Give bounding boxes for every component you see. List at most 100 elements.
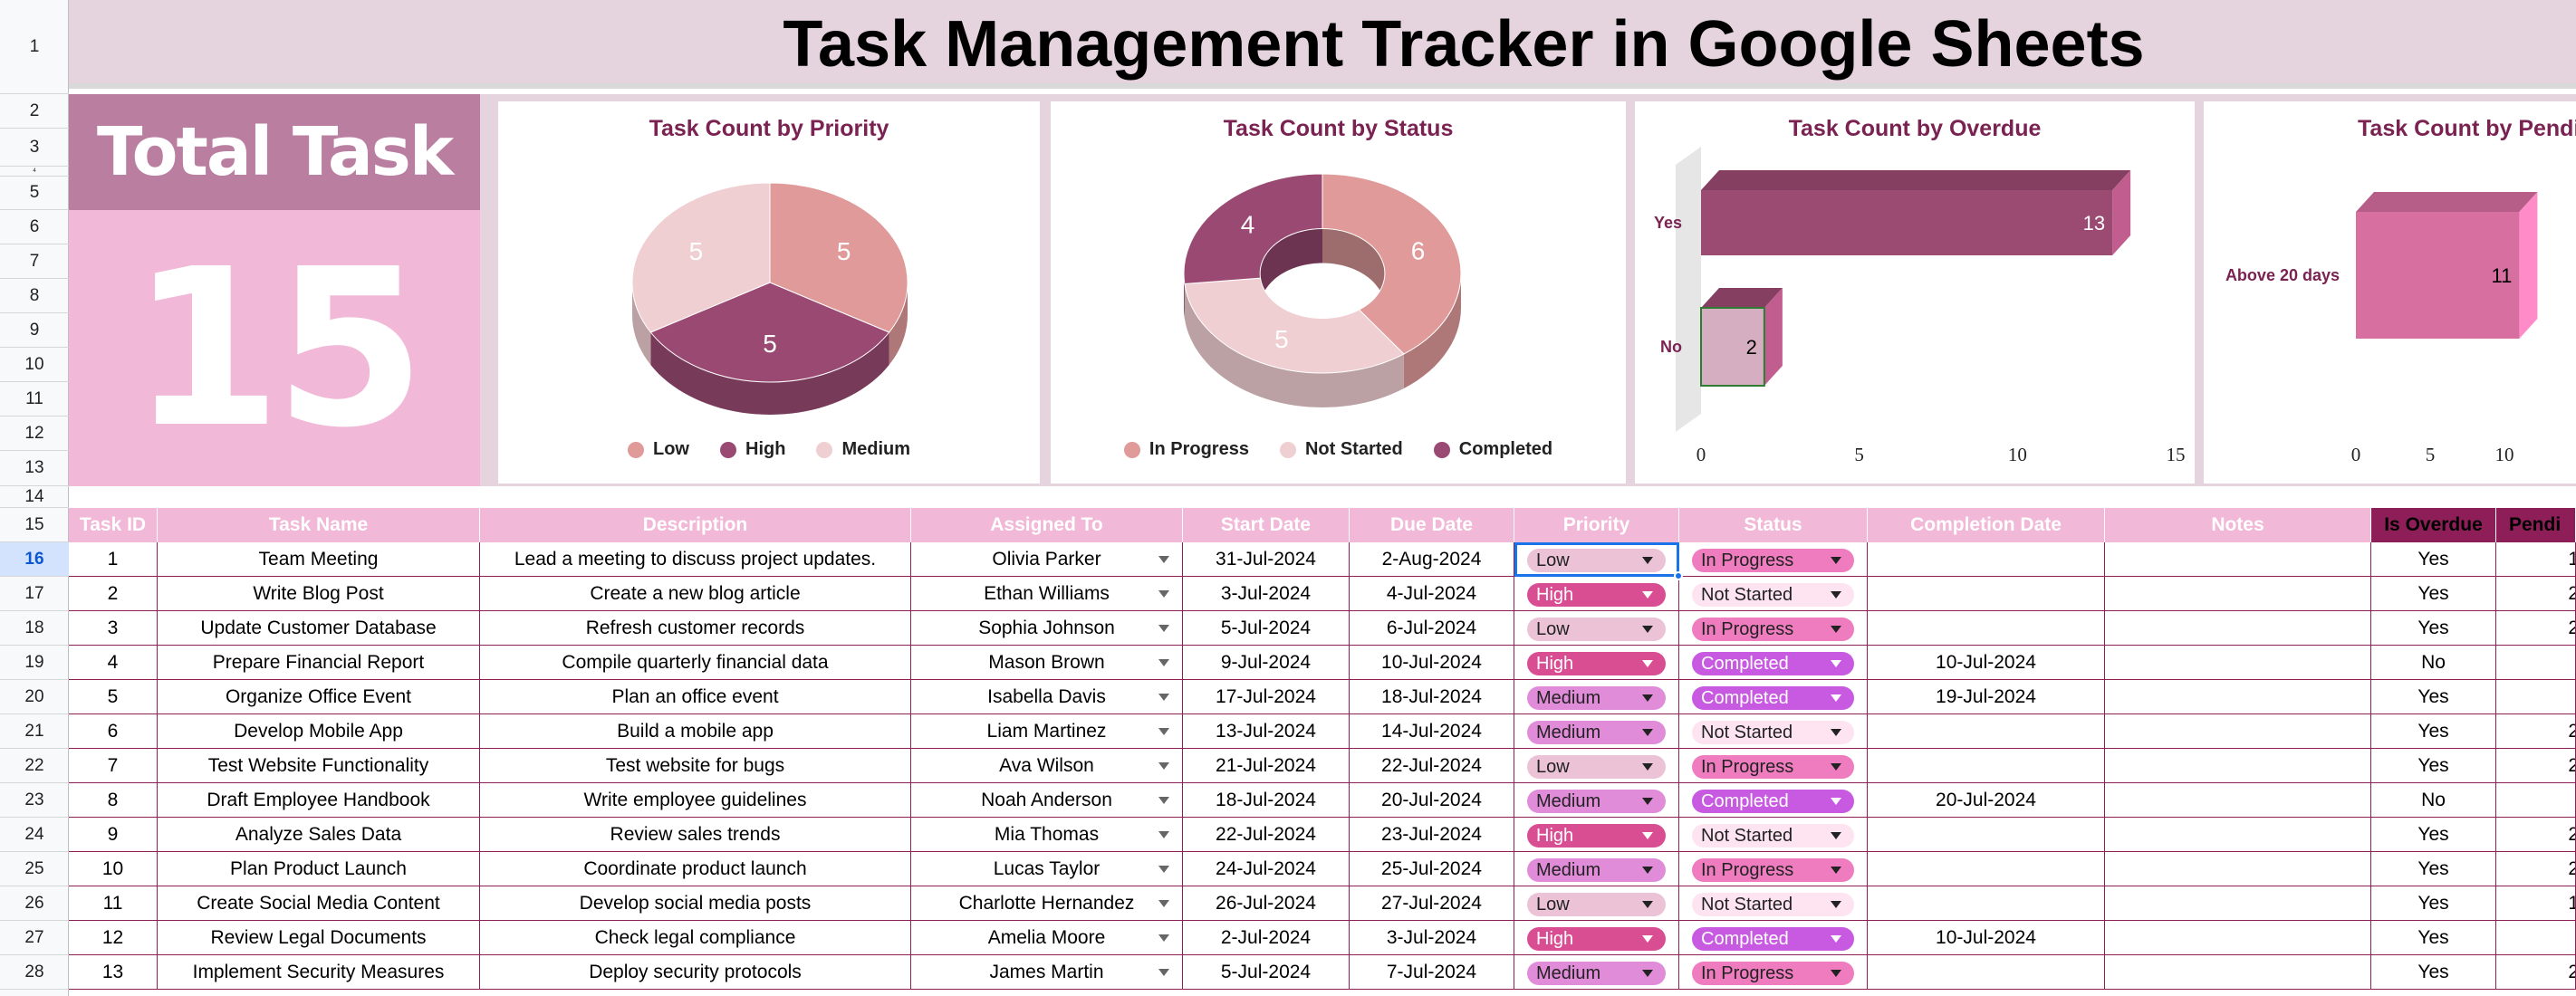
priority-chip[interactable]: High [1527, 927, 1666, 951]
cell-completion-date[interactable] [1868, 714, 2105, 749]
cell-priority[interactable]: Low [1514, 749, 1679, 783]
row-number-6[interactable]: 6 [0, 210, 69, 244]
cell-priority[interactable]: Medium [1514, 852, 1679, 886]
cell-assigned-to[interactable]: Liam Martinez [911, 714, 1183, 749]
cell-assigned-to[interactable]: Amelia Moore [911, 921, 1183, 955]
cell-task-name[interactable]: Prepare Financial Report [158, 646, 480, 680]
cell-description[interactable]: Lead a meeting to discuss project update… [480, 542, 911, 577]
column-header-due-date[interactable]: Due Date [1350, 508, 1514, 542]
cell-description[interactable]: Plan an office event [480, 680, 911, 714]
cell-pending[interactable] [2496, 680, 2576, 714]
cell-task-id[interactable]: 12 [69, 921, 158, 955]
cell-completion-date[interactable] [1868, 577, 2105, 611]
cell-status[interactable]: In Progress [1679, 749, 1868, 783]
dropdown-arrow-icon[interactable] [1158, 728, 1169, 735]
cell-task-name[interactable]: Develop Mobile App [158, 714, 480, 749]
cell-start-date[interactable]: 26-Jul-2024 [1183, 886, 1350, 921]
cell-task-id[interactable]: 7 [69, 749, 158, 783]
cell-assigned-to[interactable]: Noah Anderson [911, 783, 1183, 818]
cell-completion-date[interactable] [1868, 611, 2105, 646]
dropdown-arrow-icon[interactable] [1642, 557, 1653, 564]
cell-pending[interactable]: 2 [2496, 714, 2576, 749]
dropdown-arrow-icon[interactable] [1158, 900, 1169, 907]
priority-chip[interactable]: Low [1527, 893, 1666, 916]
status-chip[interactable]: In Progress [1692, 549, 1854, 572]
cell-pending[interactable]: 1 [2496, 886, 2576, 921]
cell-task-name[interactable]: Update Customer Database [158, 611, 480, 646]
cell-due-date[interactable]: 2-Aug-2024 [1350, 542, 1514, 577]
dropdown-arrow-icon[interactable] [1831, 763, 1841, 771]
cell-task-name[interactable]: Review Legal Documents [158, 921, 480, 955]
status-chip[interactable]: In Progress [1692, 858, 1854, 882]
status-chip[interactable]: Completed [1692, 790, 1854, 813]
dropdown-arrow-icon[interactable] [1158, 762, 1169, 770]
column-header-status[interactable]: Status [1679, 508, 1868, 542]
selection-fill-handle[interactable] [1674, 571, 1683, 580]
priority-chip[interactable]: High [1527, 652, 1666, 675]
dropdown-arrow-icon[interactable] [1158, 659, 1169, 666]
dropdown-arrow-icon[interactable] [1642, 901, 1653, 908]
cell-due-date[interactable]: 20-Jul-2024 [1350, 783, 1514, 818]
cell-task-id[interactable]: 5 [69, 680, 158, 714]
cell-assigned-to[interactable]: Isabella Davis [911, 680, 1183, 714]
cell-priority[interactable]: High [1514, 818, 1679, 852]
chart-pending[interactable]: Task Count by Pendi 11 Above 20 days 0 5 10 [2204, 101, 2576, 484]
cell-notes[interactable] [2105, 577, 2371, 611]
cell-task-name[interactable]: Plan Product Launch [158, 852, 480, 886]
dropdown-arrow-icon[interactable] [1831, 557, 1841, 564]
priority-chip[interactable]: Medium [1527, 962, 1666, 985]
row-number-18[interactable]: 18 [0, 611, 69, 646]
cell-start-date[interactable]: 5-Jul-2024 [1183, 955, 1350, 990]
dropdown-arrow-icon[interactable] [1158, 625, 1169, 632]
column-header-is-overdue[interactable]: Is Overdue [2371, 508, 2496, 542]
cell-assigned-to[interactable]: Ethan Williams [911, 577, 1183, 611]
cell-completion-date[interactable] [1868, 818, 2105, 852]
cell-is-overdue[interactable]: Yes [2371, 749, 2496, 783]
cell-pending[interactable]: 2 [2496, 818, 2576, 852]
cell-pending[interactable]: 2 [2496, 611, 2576, 646]
cell-assigned-to[interactable]: James Martin [911, 955, 1183, 990]
cell-is-overdue[interactable]: Yes [2371, 852, 2496, 886]
cell-status[interactable]: Not Started [1679, 577, 1868, 611]
cell-notes[interactable] [2105, 646, 2371, 680]
cell-start-date[interactable]: 31-Jul-2024 [1183, 542, 1350, 577]
row-number-17[interactable]: 17 [0, 577, 69, 611]
cell-assigned-to[interactable]: Mason Brown [911, 646, 1183, 680]
cell-status[interactable]: Completed [1679, 646, 1868, 680]
dropdown-arrow-icon[interactable] [1158, 969, 1169, 976]
cell-notes[interactable] [2105, 852, 2371, 886]
priority-chip[interactable]: Low [1527, 549, 1666, 572]
row-number-11[interactable]: 11 [0, 382, 69, 417]
column-header-pending[interactable]: Pendi [2496, 508, 2576, 542]
dropdown-arrow-icon[interactable] [1642, 935, 1653, 943]
cell-task-name[interactable]: Test Website Functionality [158, 749, 480, 783]
cell-description[interactable]: Create a new blog article [480, 577, 911, 611]
row-number-12[interactable]: 12 [0, 417, 69, 451]
priority-chip[interactable]: Medium [1527, 790, 1666, 813]
cell-is-overdue[interactable]: Yes [2371, 955, 2496, 990]
dropdown-arrow-icon[interactable] [1158, 590, 1169, 598]
cell-completion-date[interactable] [1868, 955, 2105, 990]
cell-start-date[interactable]: 2-Jul-2024 [1183, 921, 1350, 955]
cell-assigned-to[interactable]: Lucas Taylor [911, 852, 1183, 886]
cell-assigned-to[interactable]: Olivia Parker [911, 542, 1183, 577]
cell-description[interactable]: Test website for bugs [480, 749, 911, 783]
status-chip[interactable]: In Progress [1692, 755, 1854, 779]
cell-priority[interactable]: High [1514, 646, 1679, 680]
cell-start-date[interactable]: 17-Jul-2024 [1183, 680, 1350, 714]
cell-due-date[interactable]: 6-Jul-2024 [1350, 611, 1514, 646]
priority-chip[interactable]: Medium [1527, 858, 1666, 882]
cell-status[interactable]: Completed [1679, 680, 1868, 714]
cell-status[interactable]: Completed [1679, 783, 1868, 818]
cell-task-id[interactable]: 4 [69, 646, 158, 680]
cell-pending[interactable]: 2 [2496, 852, 2576, 886]
cell-completion-date[interactable] [1868, 852, 2105, 886]
dropdown-arrow-icon[interactable] [1831, 694, 1841, 702]
cell-priority[interactable]: Low [1514, 542, 1679, 577]
cell-priority[interactable]: Medium [1514, 714, 1679, 749]
cell-notes[interactable] [2105, 680, 2371, 714]
cell-due-date[interactable]: 4-Jul-2024 [1350, 577, 1514, 611]
cell-notes[interactable] [2105, 611, 2371, 646]
cell-completion-date[interactable] [1868, 886, 2105, 921]
row-number-20[interactable]: 20 [0, 680, 69, 714]
